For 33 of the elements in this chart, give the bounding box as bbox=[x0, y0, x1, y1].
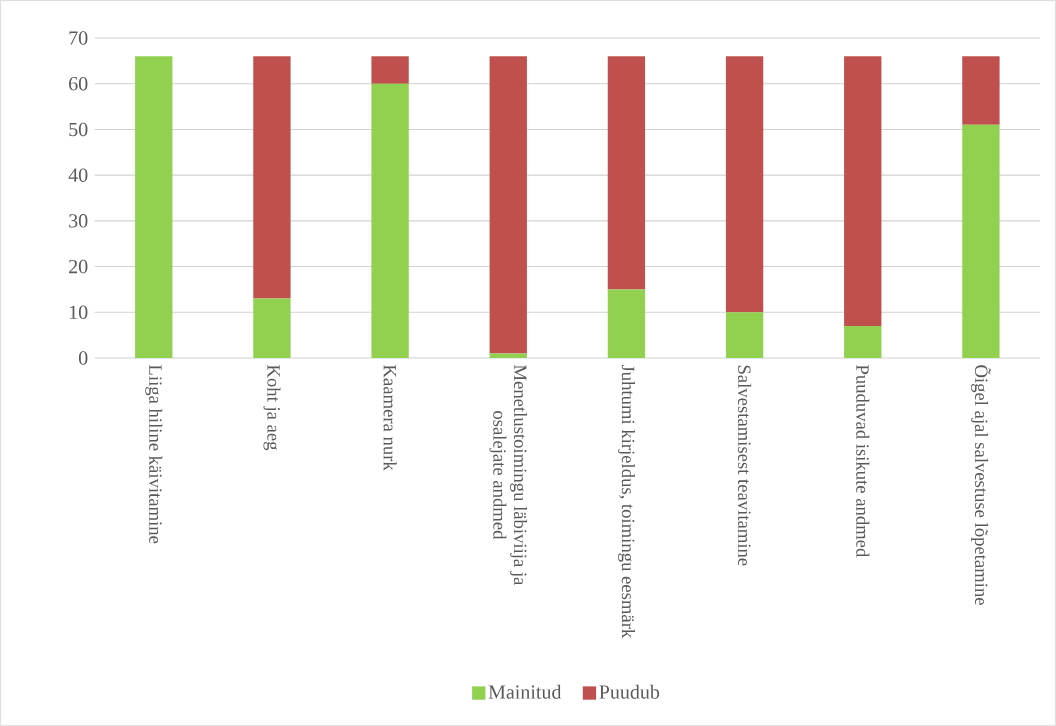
x-tick-label: Kaamera nurk bbox=[383, 365, 397, 471]
x-tick-label: Salvestamisest teavitamine bbox=[738, 365, 752, 566]
y-tick-label: 30 bbox=[69, 214, 88, 228]
bar bbox=[135, 56, 173, 358]
bar bbox=[607, 56, 646, 290]
bar bbox=[253, 298, 291, 358]
y-tick-label: 70 bbox=[69, 31, 88, 45]
y-tick-label: 40 bbox=[68, 168, 88, 182]
bar bbox=[962, 124, 1000, 358]
y-tick-label: 10 bbox=[69, 305, 88, 320]
bar bbox=[725, 312, 764, 358]
bar bbox=[253, 56, 291, 299]
x-tick-label: Puuduvad isikute andmed bbox=[856, 365, 870, 558]
bar bbox=[962, 56, 1000, 125]
bar bbox=[725, 56, 764, 313]
bar bbox=[371, 56, 409, 84]
bar bbox=[844, 326, 882, 358]
bar bbox=[844, 56, 882, 326]
legend-label: Mainitud bbox=[488, 684, 562, 699]
bar bbox=[489, 56, 527, 354]
bar bbox=[607, 289, 646, 358]
x-tick-label: Õigel ajal salvestuse lõpetamine bbox=[971, 365, 991, 605]
legend-label: Puudub bbox=[599, 684, 660, 699]
y-tick-label: 60 bbox=[69, 76, 88, 91]
bar bbox=[489, 353, 527, 358]
bar bbox=[371, 83, 409, 358]
x-tick-label: Juhtumi kirjeldus, toimingu eesmärk bbox=[617, 364, 635, 639]
y-tick-label: 0 bbox=[78, 351, 88, 365]
x-tick-label: Koht ja aeg bbox=[263, 365, 281, 451]
x-tick-label: Liiga hiline käivitamine bbox=[145, 365, 163, 544]
x-tick-label: Menetlustoimingu läbiviija ja osalejate andmed bbox=[489, 365, 528, 586]
y-tick-label: 20 bbox=[69, 259, 88, 274]
y-tick-label: 50 bbox=[69, 122, 88, 137]
